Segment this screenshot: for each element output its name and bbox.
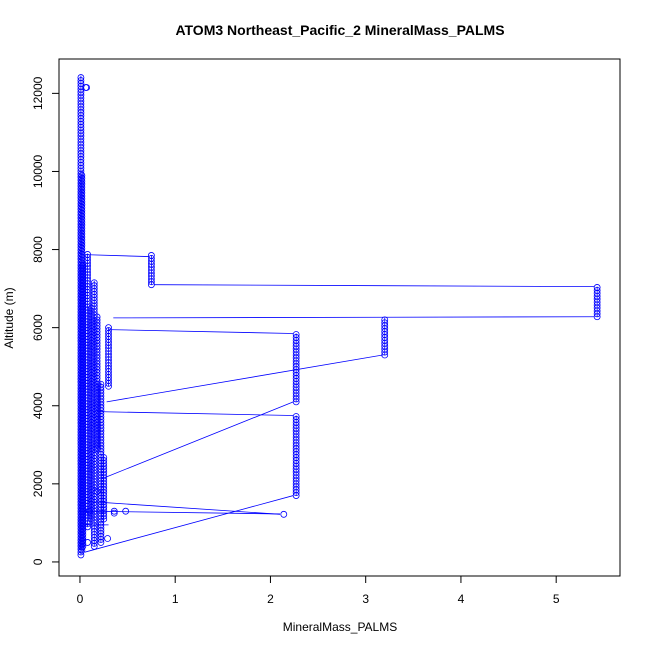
y-tick-label: 6000 [31, 314, 45, 341]
y-tick-label: 0 [31, 558, 45, 565]
data-point [281, 511, 287, 517]
y-axis-label: Altitude (m) [2, 287, 16, 348]
y-tick-label: 2000 [31, 470, 45, 497]
series-connector-line [85, 496, 294, 553]
chart-title: ATOM3 Northeast_Pacific_2 MineralMass_PA… [175, 22, 504, 38]
x-tick-label: 3 [362, 592, 369, 606]
x-tick-label: 4 [458, 592, 465, 606]
y-tick-label: 4000 [31, 392, 45, 419]
x-tick-label: 2 [267, 592, 274, 606]
series-connector-line [109, 330, 294, 334]
x-axis-label: MineralMass_PALMS [283, 620, 397, 634]
series-connector-line [154, 285, 594, 287]
data-layer [78, 75, 600, 558]
series-connector-line [85, 255, 149, 257]
series-connector-line [107, 355, 383, 402]
x-tick-label: 1 [172, 592, 179, 606]
y-axis: 0 2000 4000 6000 8000 10000 12000 [31, 76, 59, 565]
data-point [105, 536, 111, 542]
x-tick-label: 0 [77, 592, 84, 606]
y-tick-label: 10000 [31, 154, 45, 188]
y-tick-label: 8000 [31, 236, 45, 263]
x-axis: 0 1 2 3 4 5 [77, 576, 560, 606]
y-tick-label: 12000 [31, 76, 45, 110]
x-tick-label: 5 [553, 592, 560, 606]
data-point [123, 508, 129, 514]
series-connector-line [113, 317, 594, 318]
